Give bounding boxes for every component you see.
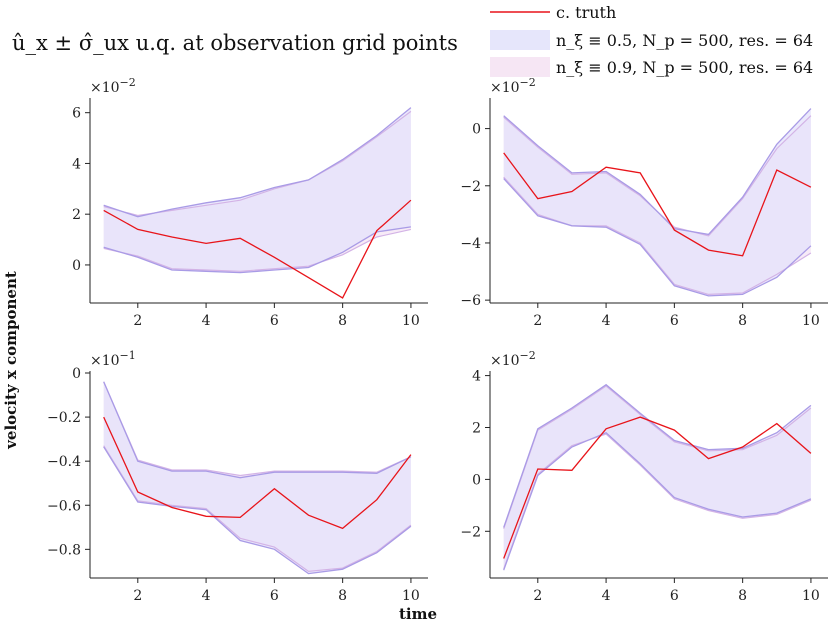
x-tick-label: 2 <box>133 588 142 604</box>
y-tick-label: 4 <box>72 156 81 172</box>
x-tick-label: 4 <box>202 588 211 604</box>
x-tick-label: 6 <box>270 313 279 329</box>
x-tick-label: 10 <box>402 313 420 329</box>
y-tick-label: −0.8 <box>47 542 81 558</box>
y-tick-label: −0.2 <box>47 410 81 426</box>
scale-factor-label: ×10−1 <box>90 349 136 369</box>
x-tick-label: 8 <box>738 588 747 604</box>
band-05-upper-line <box>103 107 412 218</box>
truth-line <box>503 152 812 257</box>
panels: 2 4 6 8 10 0 2 4 6 ×10−2 2 4 6 8 10 −6 −4 −2 0 ×10−2 2 4 6 8 10 −… <box>47 76 828 604</box>
legend-label-truth: c. truth <box>556 3 616 22</box>
y-tick-label: 0 <box>72 258 81 274</box>
panel-bottom-left: 2 4 6 8 10 −0.8 −0.6 −0.4 −0.2 0 ×10−1 <box>47 349 428 604</box>
legend-patch-09 <box>490 57 550 77</box>
y-tick-label: −2 <box>460 524 481 540</box>
truth-line <box>103 199 412 299</box>
y-tick-label: 2 <box>472 420 481 436</box>
y-axis-label: velocity x component <box>2 271 20 450</box>
y-tick-label: −2 <box>460 179 481 195</box>
band-05-lower-line <box>503 178 812 297</box>
band-05-fill <box>503 108 811 296</box>
truth-line <box>103 416 412 530</box>
y-tick-label: −4 <box>460 236 481 252</box>
band-09-upper-line <box>103 381 412 477</box>
x-tick-label: 6 <box>670 588 679 604</box>
y-tick-label: 4 <box>472 369 481 385</box>
scale-factor-label: ×10−2 <box>490 76 536 96</box>
scale-factor-label: ×10−2 <box>90 76 136 96</box>
x-tick-label: 4 <box>202 313 211 329</box>
x-tick-label: 2 <box>533 588 542 604</box>
x-tick-label: 10 <box>802 313 820 329</box>
x-tick-label: 2 <box>133 313 142 329</box>
y-tick-label: −0.4 <box>47 454 81 470</box>
y-tick-label: 0 <box>72 366 81 382</box>
x-tick-label: 4 <box>602 588 611 604</box>
x-tick-label: 10 <box>802 588 820 604</box>
band-09-upper-line <box>503 385 812 529</box>
y-tick-label: 0 <box>472 472 481 488</box>
y-tick-label: 0 <box>472 122 481 138</box>
y-tick-label: −0.6 <box>47 498 81 514</box>
legend-label-09: n_ξ ≡ 0.9, N_p = 500, res. = 64 <box>556 58 813 77</box>
band-09-lower-line <box>103 228 412 272</box>
x-tick-label: 8 <box>738 313 747 329</box>
x-tick-label: 8 <box>338 588 347 604</box>
x-tick-label: 8 <box>338 313 347 329</box>
panel-top-left: 2 4 6 8 10 0 2 4 6 ×10−2 <box>72 76 428 329</box>
y-tick-label: 6 <box>72 106 81 122</box>
band-05-fill <box>503 384 811 571</box>
x-tick-label: 6 <box>670 313 679 329</box>
band-05-lower-line <box>503 431 812 571</box>
band-09-lower-line <box>103 445 412 573</box>
x-tick-label: 6 <box>270 588 279 604</box>
y-tick-label: −6 <box>460 293 481 309</box>
y-tick-label: 2 <box>72 207 81 223</box>
band-05-lower-line <box>103 446 412 575</box>
scale-factor-label: ×10−2 <box>490 349 536 369</box>
x-axis-label: time <box>399 605 437 623</box>
band-09-lower-line <box>503 433 812 570</box>
band-09-lower-line <box>503 176 812 296</box>
legend-patch-05 <box>490 30 550 50</box>
band-05-fill <box>103 107 411 273</box>
band-05-upper-line <box>503 383 812 528</box>
x-tick-label: 4 <box>602 313 611 329</box>
x-tick-label: 2 <box>533 313 542 329</box>
band-05-lower-line <box>103 226 411 274</box>
chart-title: û_x ± σ̂_ux u.q. at observation grid poi… <box>12 31 458 55</box>
panel-bottom-right: 2 4 6 8 10 −2 0 2 4 ×10−2 <box>460 349 828 604</box>
truth-line <box>503 416 812 559</box>
x-tick-label: 10 <box>402 588 420 604</box>
band-05-upper-line <box>503 108 812 236</box>
panel-top-right: 2 4 6 8 10 −6 −4 −2 0 ×10−2 <box>460 76 828 329</box>
band-05-upper-line <box>103 381 412 479</box>
legend: c. truth n_ξ ≡ 0.5, N_p = 500, res. = 64… <box>490 3 813 77</box>
legend-label-05: n_ξ ≡ 0.5, N_p = 500, res. = 64 <box>556 31 813 50</box>
